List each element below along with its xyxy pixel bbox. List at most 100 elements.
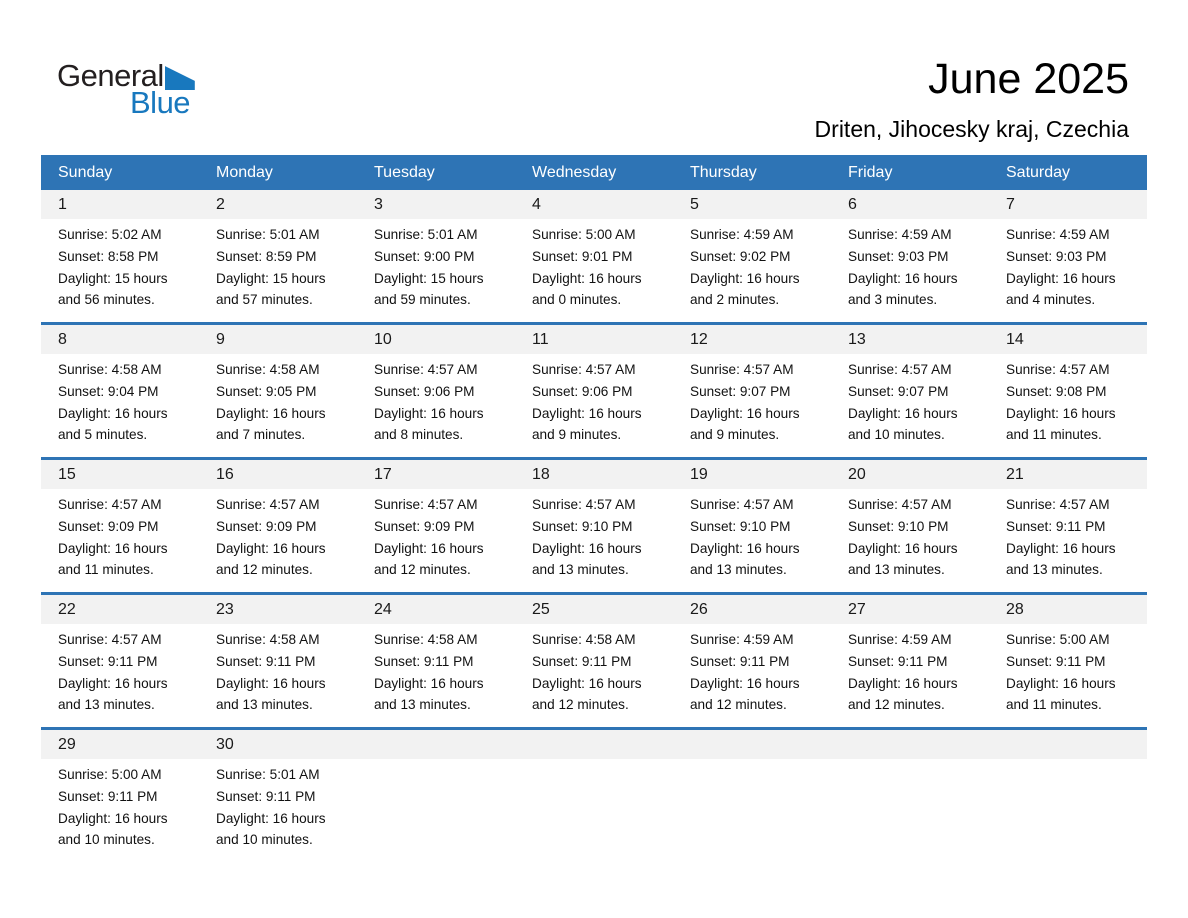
daylight-line1: Daylight: 15 hours xyxy=(374,270,484,286)
day-number-band: 12 xyxy=(673,325,831,354)
day-number: 1 xyxy=(58,195,67,213)
day-cell: 3 Sunrise: 5:01 AM Sunset: 9:00 PM Daylight… xyxy=(357,190,515,322)
day-number-band: 30 xyxy=(199,730,357,759)
sunset-text: Sunset: 9:11 PM xyxy=(374,653,474,669)
day-number-band: 3 xyxy=(357,190,515,219)
day-cell-body: Sunrise: 4:58 AM Sunset: 9:05 PM Daylight:… xyxy=(199,354,357,446)
day-number: 4 xyxy=(532,195,541,213)
day-number-band: 14 xyxy=(989,325,1147,354)
day-cell: 6 Sunrise: 4:59 AM Sunset: 9:03 PM Daylight… xyxy=(831,190,989,322)
daylight-line1: Daylight: 16 hours xyxy=(690,405,800,421)
daylight-line2: and 12 minutes. xyxy=(848,697,945,713)
week-row: 15 Sunrise: 4:57 AM Sunset: 9:09 PM Dayligh… xyxy=(41,457,1147,592)
daylight-line2: and 13 minutes. xyxy=(374,697,471,713)
daylight-line2: and 10 minutes. xyxy=(216,832,313,848)
sunset-text: Sunset: 8:59 PM xyxy=(216,248,317,264)
day-cell-body: Sunrise: 4:57 AM Sunset: 9:10 PM Daylight:… xyxy=(673,489,831,581)
weekday-header-cell: Sunday xyxy=(58,163,113,181)
day-cell-body: Sunrise: 4:57 AM Sunset: 9:06 PM Daylight:… xyxy=(515,354,673,446)
daylight-line1: Daylight: 16 hours xyxy=(1006,270,1116,286)
day-cell: 21 Sunrise: 4:57 AM Sunset: 9:11 PM Dayligh… xyxy=(989,460,1147,592)
daylight-line2: and 59 minutes. xyxy=(374,292,471,308)
day-number-band: 4 xyxy=(515,190,673,219)
day-number: 11 xyxy=(532,330,549,348)
sunset-text: Sunset: 9:09 PM xyxy=(58,518,159,534)
sunrise-text: Sunrise: 4:57 AM xyxy=(58,497,162,512)
day-number: 7 xyxy=(1006,195,1015,213)
sunrise-text: Sunrise: 4:57 AM xyxy=(848,362,952,377)
daylight-line1: Daylight: 16 hours xyxy=(374,540,484,556)
daylight-line1: Daylight: 16 hours xyxy=(690,675,800,691)
sunrise-text: Sunrise: 5:00 AM xyxy=(532,227,636,242)
day-number: 12 xyxy=(690,330,708,348)
day-number: 27 xyxy=(848,600,866,618)
daylight-line1: Daylight: 16 hours xyxy=(532,675,642,691)
day-cell-body: Sunrise: 4:57 AM Sunset: 9:09 PM Daylight:… xyxy=(199,489,357,581)
daylight-line1: Daylight: 16 hours xyxy=(216,405,326,421)
day-cell: 30 Sunrise: 5:01 AM Sunset: 9:11 PM Dayligh… xyxy=(199,730,357,862)
day-number: 5 xyxy=(690,195,699,213)
sunset-text: Sunset: 9:00 PM xyxy=(374,248,475,264)
sunrise-text: Sunrise: 4:57 AM xyxy=(1006,362,1110,377)
day-cell-body: Sunrise: 4:57 AM Sunset: 9:07 PM Daylight:… xyxy=(831,354,989,446)
day-cell: 7 Sunrise: 4:59 AM Sunset: 9:03 PM Daylight… xyxy=(989,190,1147,322)
sunset-text: Sunset: 9:04 PM xyxy=(58,383,159,399)
day-cell: 18 Sunrise: 4:57 AM Sunset: 9:10 PM Dayligh… xyxy=(515,460,673,592)
day-number: 29 xyxy=(58,735,76,753)
day-cell: 28 Sunrise: 5:00 AM Sunset: 9:11 PM Dayligh… xyxy=(989,595,1147,727)
daylight-line1: Daylight: 16 hours xyxy=(374,405,484,421)
day-cell-body: Sunrise: 5:02 AM Sunset: 8:58 PM Daylight:… xyxy=(41,219,199,311)
daylight-line2: and 12 minutes. xyxy=(532,697,629,713)
day-number: 30 xyxy=(216,735,234,753)
day-cell-body: Sunrise: 4:59 AM Sunset: 9:11 PM Daylight:… xyxy=(673,624,831,716)
weeks-container: 1 Sunrise: 5:02 AM Sunset: 8:58 PM Daylight… xyxy=(41,190,1147,862)
daylight-line1: Daylight: 16 hours xyxy=(690,270,800,286)
day-number-band: 18 xyxy=(515,460,673,489)
day-cell-body: Sunrise: 4:57 AM Sunset: 9:06 PM Daylight:… xyxy=(357,354,515,446)
sunrise-text: Sunrise: 5:00 AM xyxy=(1006,632,1110,647)
day-number: 17 xyxy=(374,465,392,483)
day-number: 10 xyxy=(374,330,392,348)
daylight-line2: and 4 minutes. xyxy=(1006,292,1096,308)
day-cell: 12 Sunrise: 4:57 AM Sunset: 9:07 PM Dayligh… xyxy=(673,325,831,457)
day-number-band: 10 xyxy=(357,325,515,354)
day-number: 23 xyxy=(216,600,234,618)
daylight-line2: and 56 minutes. xyxy=(58,292,155,308)
day-number-band: 7 xyxy=(989,190,1147,219)
day-cell: 23 Sunrise: 4:58 AM Sunset: 9:11 PM Dayligh… xyxy=(199,595,357,727)
day-number-band: 16 xyxy=(199,460,357,489)
sunset-text: Sunset: 9:06 PM xyxy=(374,383,475,399)
day-cell: 25 Sunrise: 4:58 AM Sunset: 9:11 PM Dayligh… xyxy=(515,595,673,727)
daylight-line2: and 13 minutes. xyxy=(848,562,945,578)
day-number-band: 23 xyxy=(199,595,357,624)
weekday-header-cell: Saturday xyxy=(1006,163,1071,181)
empty-day-cell xyxy=(673,730,831,862)
day-cell-body: Sunrise: 4:57 AM Sunset: 9:10 PM Daylight:… xyxy=(831,489,989,581)
day-cell-body: Sunrise: 4:59 AM Sunset: 9:02 PM Daylight:… xyxy=(673,219,831,311)
daylight-line2: and 8 minutes. xyxy=(374,427,464,443)
day-number-band xyxy=(989,730,1147,759)
day-cell-body: Sunrise: 4:57 AM Sunset: 9:09 PM Daylight:… xyxy=(41,489,199,581)
day-cell: 29 Sunrise: 5:00 AM Sunset: 9:11 PM Dayligh… xyxy=(41,730,199,862)
day-number: 6 xyxy=(848,195,857,213)
daylight-line1: Daylight: 16 hours xyxy=(532,405,642,421)
logo-triangle-icon xyxy=(164,66,195,90)
day-number-band: 28 xyxy=(989,595,1147,624)
daylight-line2: and 7 minutes. xyxy=(216,427,306,443)
sunset-text: Sunset: 9:11 PM xyxy=(216,653,316,669)
day-number: 22 xyxy=(58,600,76,618)
day-cell: 20 Sunrise: 4:57 AM Sunset: 9:10 PM Dayligh… xyxy=(831,460,989,592)
week-row: 22 Sunrise: 4:57 AM Sunset: 9:11 PM Dayligh… xyxy=(41,592,1147,727)
logo-blue-text: Blue xyxy=(130,85,191,120)
sunrise-text: Sunrise: 4:59 AM xyxy=(1006,227,1110,242)
empty-day-cell xyxy=(515,730,673,862)
day-cell-body xyxy=(989,759,1147,764)
sunrise-text: Sunrise: 4:59 AM xyxy=(690,227,794,242)
day-cell-body xyxy=(357,759,515,764)
sunrise-text: Sunrise: 4:58 AM xyxy=(374,632,478,647)
sunrise-text: Sunrise: 4:58 AM xyxy=(532,632,636,647)
daylight-line2: and 5 minutes. xyxy=(58,427,148,443)
logo-line-1: General xyxy=(57,60,195,91)
day-number-band: 2 xyxy=(199,190,357,219)
day-cell-body: Sunrise: 4:59 AM Sunset: 9:11 PM Daylight:… xyxy=(831,624,989,716)
